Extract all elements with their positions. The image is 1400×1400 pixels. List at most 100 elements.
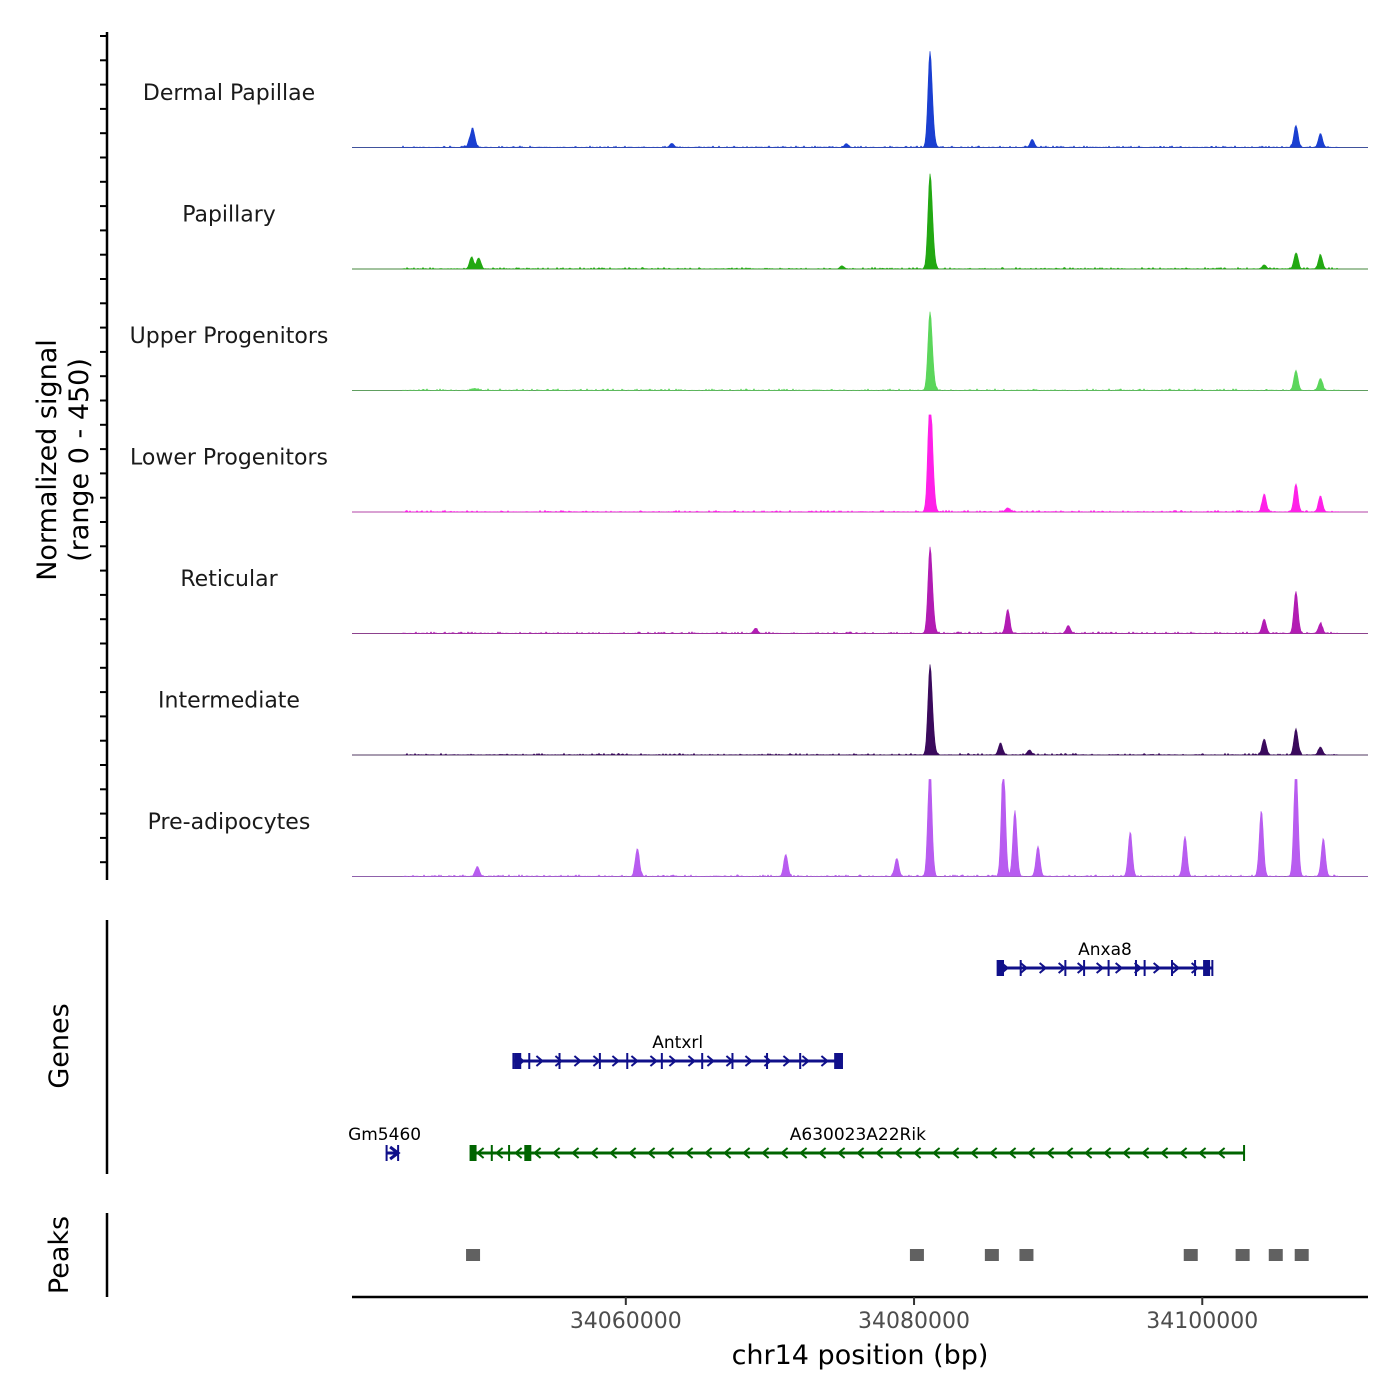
strand-chevron (837, 1147, 846, 1159)
exon (524, 1145, 532, 1161)
strand-chevron (1084, 1147, 1093, 1159)
gene-antxrl: Antxrl (512, 1033, 843, 1069)
strand-chevron (1019, 962, 1029, 974)
peak-mark (466, 1249, 481, 1261)
track-label: Upper Progenitors (130, 324, 329, 349)
strand-chevron (535, 1055, 544, 1067)
strand-chevron (571, 1147, 580, 1159)
strand-chevron (820, 1055, 829, 1067)
exon (598, 1053, 601, 1069)
exon (1019, 960, 1022, 976)
signal-track-6 (352, 779, 1368, 878)
gene-gm5460: Gm5460 (348, 1125, 421, 1161)
exon (1171, 960, 1174, 976)
exon (508, 1145, 511, 1161)
gene-label: A630023A22Rik (790, 1125, 926, 1145)
gene-a630023a22rik: A630023A22Rik (469, 1125, 1246, 1161)
genes-section-title: Genes (44, 1003, 75, 1088)
x-tick-label: 34080000 (858, 1309, 970, 1334)
track-label: Pre-adipocytes (148, 810, 311, 835)
peak-mark (1268, 1249, 1283, 1261)
strand-chevron (1103, 1147, 1112, 1159)
track-label: Reticular (180, 567, 278, 592)
strand-chevron (573, 1055, 582, 1067)
signal-tracks (352, 51, 1368, 878)
strand-chevron (1046, 1147, 1055, 1159)
exon (1134, 960, 1137, 976)
signal-area-dermal-papillae (352, 51, 1368, 148)
signal-y-axis (100, 32, 109, 880)
x-axis: 34060000 34080000 34100000 (352, 1295, 1368, 1334)
exon (1194, 960, 1197, 976)
x-tick-label: 34060000 (570, 1309, 682, 1334)
signal-track-5 (352, 664, 1368, 756)
exon (660, 1053, 663, 1069)
strand-chevron (552, 1147, 561, 1159)
signal-area-reticular (352, 546, 1368, 635)
strand-chevron (706, 1055, 715, 1067)
exon (1203, 960, 1211, 976)
strand-chevron (630, 1055, 639, 1067)
strand-chevron (1152, 962, 1162, 974)
exon (834, 1053, 842, 1069)
strand-chevron (590, 1147, 599, 1159)
peak-mark (1235, 1249, 1250, 1261)
strand-chevron (1114, 962, 1124, 974)
exon (799, 1053, 802, 1069)
exon (528, 1053, 531, 1069)
strand-chevron (1122, 1147, 1131, 1159)
peak-mark (1019, 1249, 1034, 1261)
y-axis-title-line1: Normalized signal (32, 339, 63, 581)
strand-chevron (1008, 1147, 1017, 1159)
exon (514, 1053, 522, 1069)
signal-track-1 (352, 173, 1368, 270)
signal-area-upper-progenitors (352, 311, 1368, 391)
strand-chevron (875, 1147, 884, 1159)
peak-mark (1294, 1249, 1309, 1261)
strand-chevron (611, 1055, 620, 1067)
strand-chevron (913, 1147, 922, 1159)
strand-chevron (1027, 1147, 1036, 1159)
exon (766, 1053, 769, 1069)
strand-chevron (1198, 1147, 1207, 1159)
strand-chevron (1141, 1147, 1150, 1159)
track-label: Papillary (182, 203, 276, 228)
gene-label: Gm5460 (348, 1125, 421, 1145)
strand-chevron (1190, 962, 1200, 974)
track-label: Lower Progenitors (130, 446, 328, 471)
signal-area-lower-progenitors (352, 414, 1368, 513)
peaks-section-title: Peaks (44, 1216, 75, 1294)
strand-chevron (666, 1147, 675, 1159)
track-labels: Dermal Papillae Papillary Upper Progenitor… (130, 81, 329, 835)
y-axis-title-line2: (range 0 - 450) (64, 358, 95, 562)
y-axis-title-group: Normalized signal (range 0 - 450) (32, 339, 95, 581)
strand-chevron (856, 1147, 865, 1159)
strand-chevron (742, 1147, 751, 1159)
strand-chevron (685, 1147, 694, 1159)
signal-area-papillary (352, 173, 1368, 270)
exon (626, 1053, 629, 1069)
signal-area-intermediate (352, 664, 1368, 756)
strand-chevron (1065, 1147, 1074, 1159)
signal-area-pre-adipocytes (352, 779, 1368, 878)
signal-track-0 (352, 51, 1368, 148)
strand-chevron (970, 1147, 979, 1159)
x-axis-title: chr14 position (bp) (732, 1340, 989, 1371)
strand-chevron (628, 1147, 637, 1159)
x-ticks: 34060000 34080000 34100000 (570, 1297, 1258, 1334)
strand-chevron (761, 1147, 770, 1159)
strand-chevron (799, 1147, 808, 1159)
strand-chevron (704, 1147, 713, 1159)
strand-chevron (668, 1055, 677, 1067)
strand-chevron (723, 1147, 732, 1159)
strand-chevron (649, 1055, 658, 1067)
strand-chevron (744, 1055, 753, 1067)
peak-mark (984, 1249, 999, 1261)
strand-chevron (951, 1147, 960, 1159)
strand-chevron (514, 1147, 523, 1159)
exon (469, 1145, 477, 1161)
strand-chevron (782, 1055, 791, 1067)
strand-chevron (1095, 962, 1105, 974)
signal-track-3 (352, 414, 1368, 513)
